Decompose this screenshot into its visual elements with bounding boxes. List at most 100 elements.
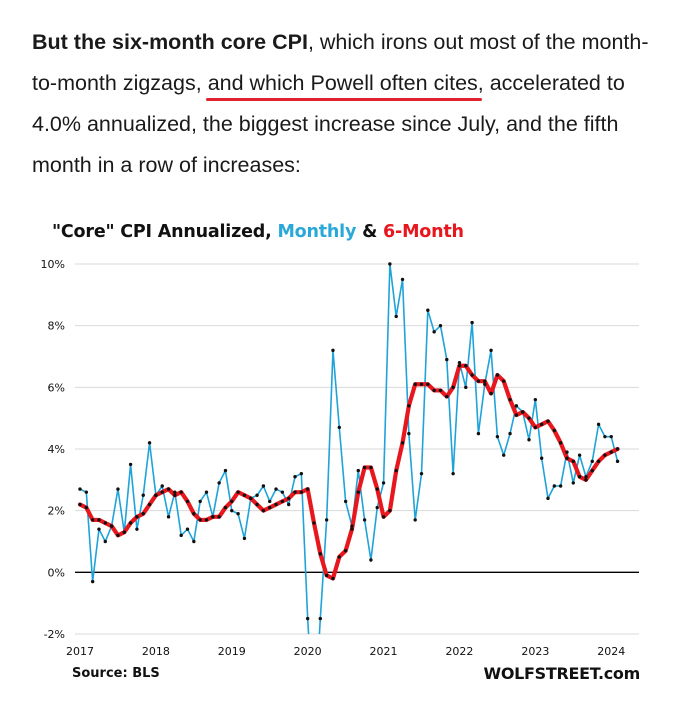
data-point-monthly: [261, 484, 266, 488]
data-point-six-month: [350, 527, 354, 531]
data-point-monthly: [438, 323, 443, 328]
data-point-six-month: [609, 450, 613, 454]
brand-label: WOLFSTREET.com: [483, 664, 640, 683]
data-point-six-month: [268, 505, 272, 510]
data-point-six-month: [160, 490, 164, 494]
data-point-monthly: [603, 434, 607, 439]
data-point-six-month: [293, 490, 297, 494]
y-tick-label: 6%: [48, 381, 65, 394]
data-point-six-month: [552, 428, 557, 433]
data-point-six-month: [539, 422, 544, 427]
chart-title-amp: &: [362, 222, 378, 242]
data-point-six-month: [223, 505, 228, 510]
data-point-monthly: [451, 471, 455, 476]
data-point-six-month: [230, 499, 234, 504]
data-point-six-month: [103, 521, 107, 525]
data-point-six-month: [413, 382, 417, 386]
data-point-six-month: [286, 496, 291, 501]
data-point-six-month: [388, 508, 392, 513]
data-point-six-month: [495, 373, 500, 377]
data-point-monthly: [280, 490, 285, 494]
data-point-monthly: [546, 496, 550, 501]
data-point-monthly: [128, 462, 133, 467]
data-point-monthly: [464, 385, 468, 390]
data-point-six-month: [565, 456, 569, 460]
data-point-six-month: [109, 524, 114, 528]
data-point-monthly: [495, 434, 500, 439]
data-point-six-month: [476, 379, 481, 383]
data-point-monthly: [609, 434, 613, 439]
data-point-monthly: [432, 330, 436, 334]
data-point-monthly: [539, 456, 544, 460]
data-point-six-month: [217, 515, 221, 519]
data-point-six-month: [394, 468, 398, 473]
highlighted-phrase: and which Powell often cites: [205, 63, 482, 104]
data-point-six-month: [179, 490, 183, 494]
data-point-six-month: [419, 382, 424, 386]
data-point-monthly: [78, 487, 82, 491]
series-line-monthly: [79, 264, 619, 634]
data-point-monthly: [426, 308, 430, 312]
data-point-six-month: [571, 459, 575, 464]
data-point-six-month: [445, 394, 449, 399]
data-point-six-month: [520, 410, 525, 414]
data-point-monthly: [596, 422, 601, 427]
paragraph-text-2: , accelerated to 4.0% annualized, the bi…: [32, 71, 625, 177]
data-point-monthly: [223, 468, 228, 473]
article-paragraph: But the six-month core CPI, which irons …: [32, 22, 672, 186]
data-point-monthly: [305, 616, 310, 621]
data-point-monthly: [558, 484, 563, 488]
data-point-six-month: [438, 388, 443, 393]
data-point-six-month: [489, 391, 493, 396]
data-point-monthly: [483, 382, 487, 386]
data-point-six-month: [147, 502, 152, 507]
data-point-monthly: [565, 450, 569, 454]
data-point-six-month: [78, 502, 82, 507]
data-point-six-month: [299, 490, 304, 494]
data-point-six-month: [584, 478, 588, 482]
y-tick-label: 10%: [41, 258, 65, 271]
data-point-six-month: [356, 490, 360, 494]
data-point-monthly: [242, 536, 247, 541]
data-point-six-month: [483, 379, 487, 383]
data-point-monthly: [141, 493, 145, 497]
data-point-monthly: [369, 558, 373, 562]
data-point-monthly: [116, 487, 120, 491]
data-point-monthly: [166, 515, 171, 519]
data-point-monthly: [445, 357, 449, 362]
y-tick-label: -2%: [44, 628, 65, 641]
data-point-six-month: [211, 515, 215, 519]
data-point-six-month: [558, 441, 563, 445]
data-point-monthly: [147, 441, 152, 445]
x-tick-label: 2017: [66, 645, 94, 658]
data-point-six-month: [261, 508, 266, 513]
data-point-monthly: [204, 490, 209, 494]
data-point-monthly: [293, 475, 297, 479]
data-point-monthly: [527, 438, 531, 442]
x-tick-label: 2022: [445, 645, 473, 658]
data-point-monthly: [577, 453, 582, 457]
chart-title: "Core" CPI Annualized, Monthly & 6-Month: [52, 222, 464, 242]
data-point-monthly: [590, 459, 594, 464]
chart-title-six-month: 6-Month: [383, 222, 464, 242]
data-point-monthly: [502, 453, 506, 457]
data-point-six-month: [242, 493, 247, 497]
data-point-monthly: [350, 524, 354, 528]
data-point-six-month: [343, 549, 348, 553]
series-line-six-month: [77, 363, 620, 581]
data-point-six-month: [324, 573, 329, 578]
data-point-monthly: [299, 471, 304, 476]
data-point-six-month: [596, 459, 601, 464]
data-point-monthly: [571, 481, 575, 485]
x-tick-label: 2021: [370, 645, 398, 658]
data-point-monthly: [103, 539, 107, 544]
data-point-monthly: [400, 277, 405, 282]
x-tick-label: 2019: [218, 645, 246, 658]
paragraph-text-1: , which irons out most of the month-to-m…: [32, 30, 649, 95]
data-point-monthly: [514, 404, 519, 408]
data-point-six-month: [470, 373, 474, 377]
chart-title-prefix: "Core" CPI Annualized,: [52, 222, 272, 242]
data-point-monthly: [362, 518, 367, 522]
data-point-six-month: [173, 493, 177, 497]
